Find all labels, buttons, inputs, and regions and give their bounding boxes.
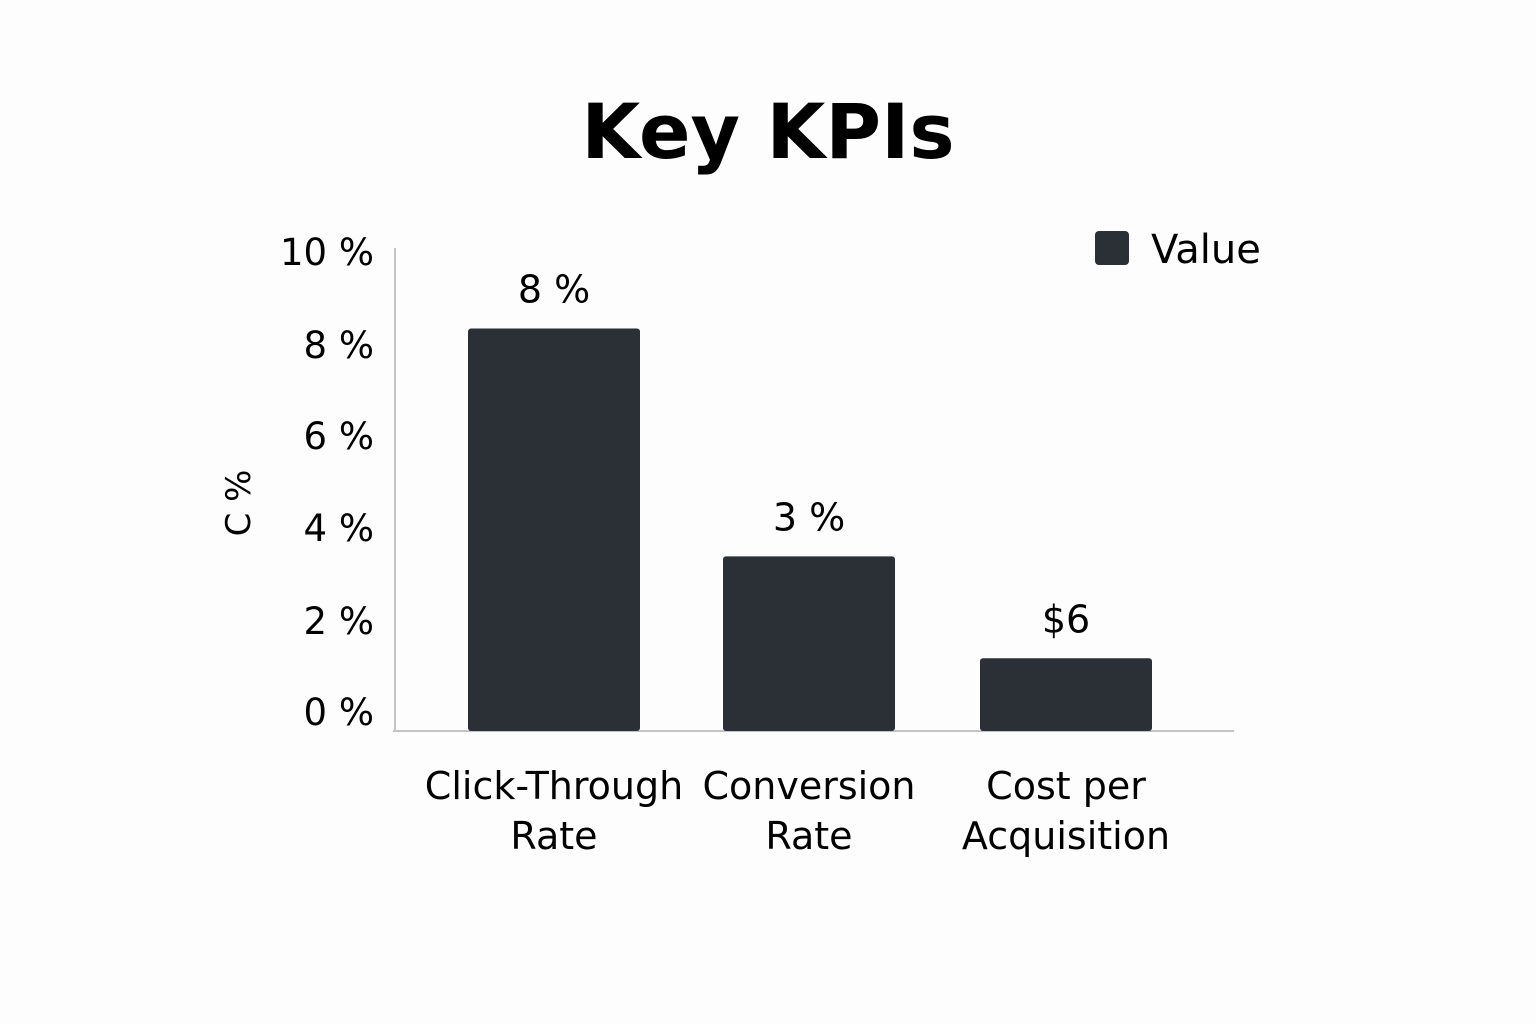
data-labels: 8 % 3 % $6: [518, 267, 1090, 641]
y-axis-label: C %: [219, 470, 259, 537]
data-label: 3 %: [773, 495, 845, 539]
y-tick-label: 4 %: [304, 507, 374, 550]
category-label: Rate: [765, 814, 852, 858]
y-tick-label: 2 %: [304, 600, 374, 643]
category-labels: Click-Through Rate Conversion Rate Cost per A…: [425, 764, 1170, 858]
category-label: Acquisition: [962, 814, 1170, 858]
category-label: Click-Through: [425, 764, 683, 808]
bar: [723, 556, 895, 731]
bars: [468, 328, 1152, 731]
bar: [468, 328, 640, 731]
legend-label: Value: [1151, 227, 1261, 273]
y-tick-label: 0 %: [304, 691, 374, 734]
category-label: Rate: [510, 814, 597, 858]
category-label: Cost per: [986, 764, 1146, 808]
data-label: $6: [1042, 597, 1090, 641]
chart-title: Key KPIs: [581, 87, 954, 176]
y-tick-label: 10 %: [280, 231, 374, 274]
y-tick-label: 6 %: [304, 415, 374, 458]
category-label: Conversion: [702, 764, 915, 808]
legend: Value: [1095, 227, 1261, 273]
bar: [980, 658, 1152, 731]
data-label: 8 %: [518, 267, 590, 311]
y-tick-label: 8 %: [304, 324, 374, 367]
y-tick-labels: 0 % 2 % 4 % 6 % 8 % 10 %: [280, 231, 374, 734]
legend-swatch: [1095, 231, 1129, 265]
